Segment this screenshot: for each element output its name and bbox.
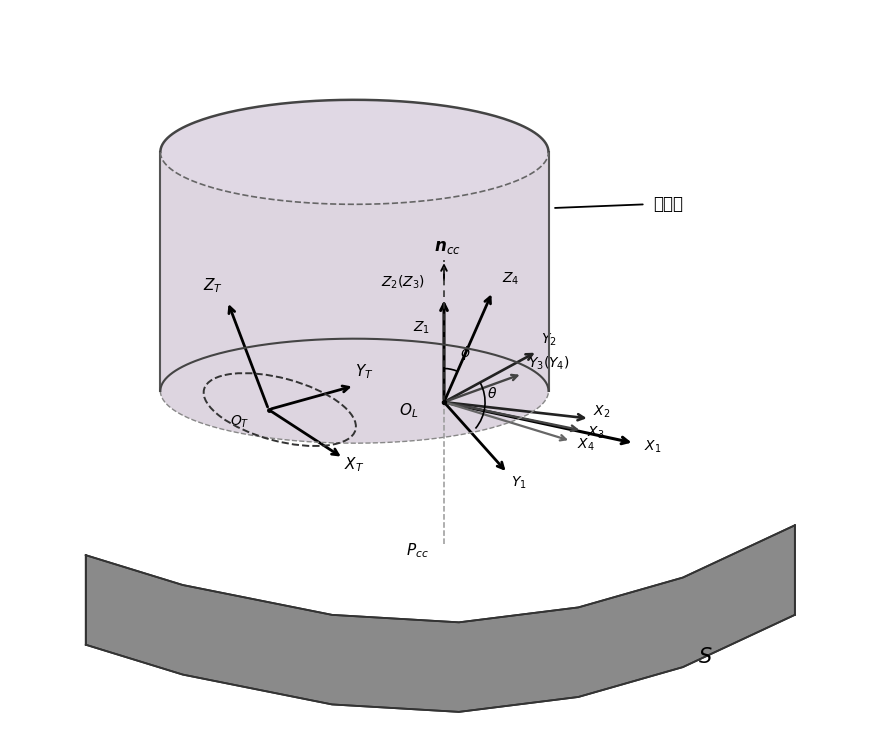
Text: $Y_T$: $Y_T$ (355, 362, 373, 381)
Text: $O_T$: $O_T$ (230, 414, 250, 430)
Text: 环形刀: 环形刀 (653, 196, 683, 214)
Text: $\phi$: $\phi$ (460, 344, 472, 362)
Text: $O_L$: $O_L$ (399, 402, 418, 420)
Text: $S$: $S$ (698, 647, 712, 667)
Text: $Z_4$: $Z_4$ (503, 271, 519, 287)
Text: $P_{cc}$: $P_{cc}$ (407, 541, 429, 559)
Polygon shape (86, 526, 795, 712)
Text: $X_2$: $X_2$ (593, 404, 611, 420)
Text: $X_3$: $X_3$ (587, 424, 605, 441)
Text: $Y_2$: $Y_2$ (541, 332, 557, 348)
Text: $Z_T$: $Z_T$ (202, 276, 223, 295)
Text: $\boldsymbol{n}_{cc}$: $\boldsymbol{n}_{cc}$ (434, 238, 461, 256)
Ellipse shape (161, 100, 549, 205)
Text: $Y_3(Y_4)$: $Y_3(Y_4)$ (527, 355, 569, 372)
Text: $Y_1$: $Y_1$ (511, 475, 527, 491)
Text: $\theta$: $\theta$ (487, 387, 496, 402)
Text: $X_4$: $X_4$ (577, 436, 595, 453)
Text: $Z_2(Z_3)$: $Z_2(Z_3)$ (381, 274, 425, 291)
Polygon shape (161, 100, 549, 443)
Text: $X_1$: $X_1$ (644, 438, 662, 455)
Text: $Z_1$: $Z_1$ (414, 319, 431, 335)
Text: $X_T$: $X_T$ (345, 455, 365, 474)
